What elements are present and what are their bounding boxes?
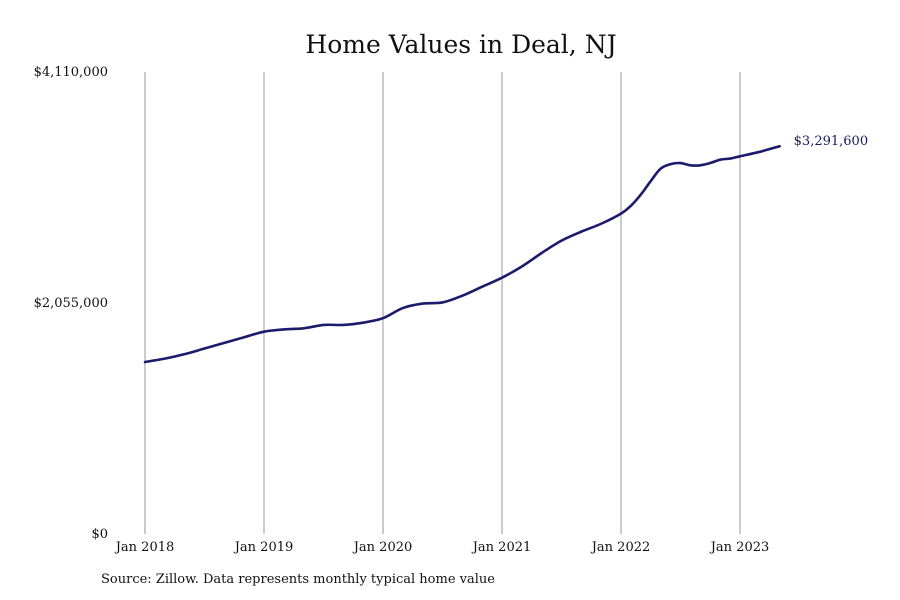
x-tick-label: Jan 2023 (709, 540, 770, 555)
chart-title: Home Values in Deal, NJ (305, 30, 616, 59)
series-line (143, 144, 781, 364)
grid (144, 72, 741, 534)
y-axis-ticks: $0 $2,055,000 $4,110,000 (34, 65, 108, 542)
y-tick-label: $0 (91, 527, 108, 542)
y-tick-label: $2,055,000 (34, 296, 108, 311)
x-tick-label: Jan 2022 (590, 540, 651, 555)
series-group: $3,291,600 (143, 134, 868, 364)
x-tick-label: Jan 2020 (352, 540, 413, 555)
x-tick-label: Jan 2021 (471, 540, 532, 555)
y-tick-label: $4,110,000 (34, 65, 108, 80)
x-tick-label: Jan 2019 (233, 540, 294, 555)
end-value-label: $3,291,600 (794, 134, 868, 149)
x-axis-ticks: Jan 2018 Jan 2019 Jan 2020 Jan 2021 Jan 2022… (114, 540, 770, 555)
source-note: Source: Zillow. Data represents monthly … (101, 572, 495, 587)
x-tick-label: Jan 2018 (114, 540, 175, 555)
